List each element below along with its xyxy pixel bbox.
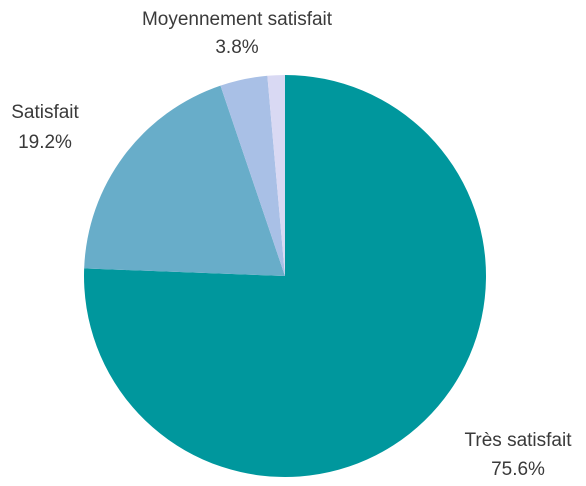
slice-value-label: 75.6% — [491, 459, 545, 480]
slice-label: Très satisfait — [465, 430, 573, 451]
slice-label: Satisfait — [11, 102, 79, 123]
slice-value-label: 3.8% — [215, 37, 258, 58]
pie-slice — [84, 75, 487, 477]
slice-label: Moyennement satisfait — [142, 9, 333, 30]
pie-slice — [267, 75, 285, 276]
pie-slice — [220, 75, 285, 276]
pie-slice — [84, 85, 285, 276]
slice-value-label: 19.2% — [18, 132, 72, 153]
